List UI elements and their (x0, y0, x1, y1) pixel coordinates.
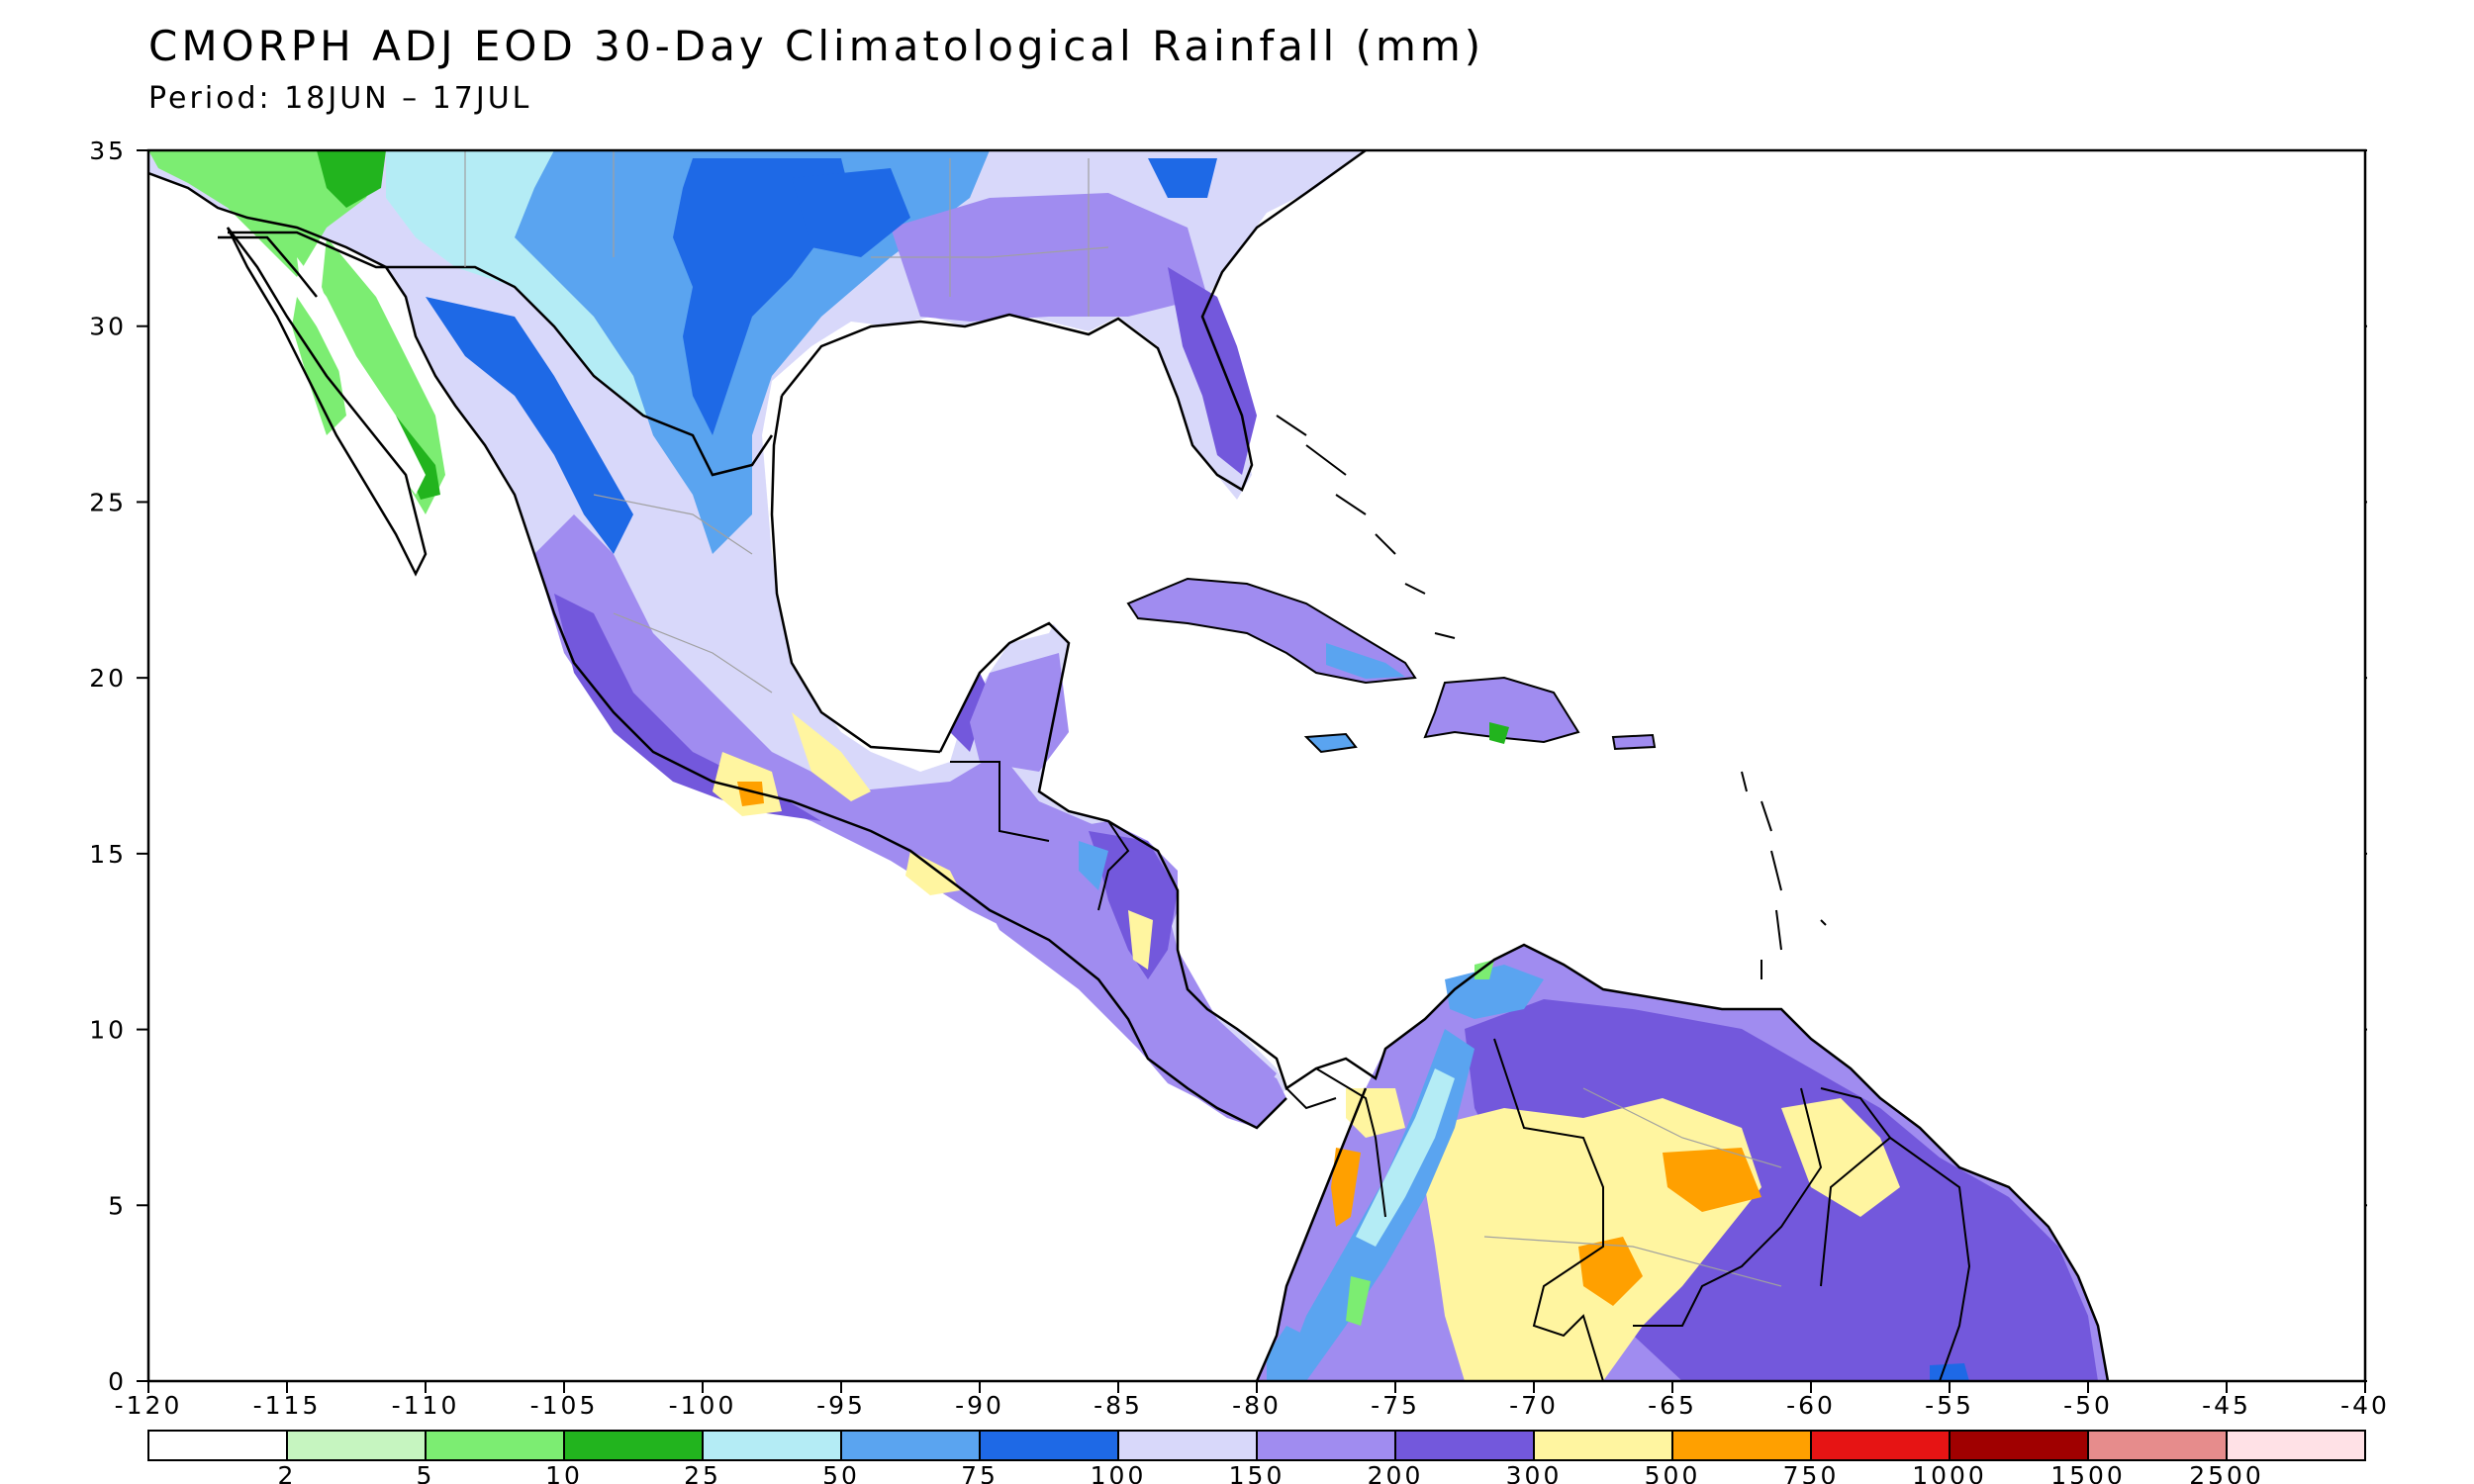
colorbar-label: 1500 (2050, 1461, 2126, 1484)
colorbar-label: 75 (961, 1461, 999, 1484)
lat-tick-label: 20 (89, 664, 127, 693)
puerto-rico (1611, 733, 1657, 751)
lon-tick-label: -95 (816, 1391, 866, 1420)
colorbar-swatch (2226, 1430, 2366, 1461)
colorbar-swatch (2087, 1430, 2228, 1461)
colorbar-swatch (1394, 1430, 1535, 1461)
lat-tick-label: 30 (89, 313, 127, 341)
lon-tick-label: -45 (2202, 1391, 2251, 1420)
colorbar-swatch (979, 1430, 1119, 1461)
colorbar-label: 1000 (1912, 1461, 1987, 1484)
gulf-of-mexico (772, 315, 1192, 752)
lat-tick-label: 10 (89, 1016, 127, 1045)
colorbar-label: 5 (417, 1461, 435, 1484)
colorbar-swatch (1117, 1430, 1258, 1461)
colorbar-label: 50 (822, 1461, 860, 1484)
lon-tick-label: -115 (253, 1391, 322, 1420)
lon-tick-label: -70 (1509, 1391, 1559, 1420)
lon-tick-label: -85 (1094, 1391, 1143, 1420)
lon-tick-label: -75 (1371, 1391, 1420, 1420)
lon-tick-label: -120 (115, 1391, 183, 1420)
colorbar-swatch (702, 1430, 842, 1461)
colorbar-label: 2500 (2189, 1461, 2264, 1484)
colorbar-swatch (1671, 1430, 1812, 1461)
lon-tick-label: -55 (1925, 1391, 1974, 1420)
colorbar-swatch (1533, 1430, 1673, 1461)
colorbar-swatch (286, 1430, 427, 1461)
lon-tick-label: -80 (1232, 1391, 1282, 1420)
map-title: CMORPH ADJ EOD 30-Day Climatological Rai… (148, 22, 1485, 70)
colorbar-label: 200 (1368, 1461, 1424, 1484)
colorbar-swatch (840, 1430, 981, 1461)
lon-axis: -120 -115 -110 -105 -100 -95 -90 -85 -80 -75 -70 -6… (115, 1381, 2390, 1420)
colorbar-swatch (425, 1430, 565, 1461)
coastlines (148, 150, 2110, 1381)
lesser-antilles (1276, 415, 1827, 979)
lat-tick-label: 25 (89, 488, 127, 516)
colorbar-label: 25 (684, 1461, 721, 1484)
colorbar-label: 100 (1091, 1461, 1147, 1484)
country-borders (950, 761, 1971, 1381)
colorbar-swatch (147, 1430, 288, 1461)
colorbar-label: 2 (278, 1461, 297, 1484)
colorbar-swatch (1810, 1430, 1951, 1461)
colorbar-swatch (563, 1430, 704, 1461)
lon-tick-label: -110 (392, 1391, 460, 1420)
colorbar-label: 150 (1229, 1461, 1285, 1484)
colorbar-label: 500 (1645, 1461, 1701, 1484)
jamaica (1303, 732, 1358, 754)
central-america (980, 821, 1286, 1128)
map-period: Period: 18JUN – 17JUL (148, 81, 532, 116)
colorbar: 2 5 10 25 50 75 100 150 200 300 500 750 1000 1500 2500 (147, 1430, 2366, 1484)
colorbar-label: 300 (1506, 1461, 1563, 1484)
lon-tick-label: -100 (669, 1391, 737, 1420)
state-borders (464, 150, 1782, 1287)
lat-tick-label: 35 (89, 137, 127, 165)
colorbar-swatch (1949, 1430, 2089, 1461)
lon-tick-label: -60 (1786, 1391, 1836, 1420)
colorbar-label: 750 (1783, 1461, 1840, 1484)
lat-axis: 0 5 10 15 20 25 30 35 (89, 137, 2367, 1396)
lat-tick-label: 15 (89, 840, 127, 869)
hispaniola (1423, 676, 1580, 744)
lon-tick-label: -40 (2340, 1391, 2390, 1420)
colorbar-swatch (1256, 1430, 1396, 1461)
colorbar-label: 10 (545, 1461, 583, 1484)
lon-tick-label: -50 (2063, 1391, 2113, 1420)
lat-tick-label: 5 (108, 1191, 127, 1220)
lon-tick-label: -105 (530, 1391, 599, 1420)
lon-tick-label: -65 (1648, 1391, 1697, 1420)
lat-tick-label: 0 (108, 1367, 127, 1396)
lon-tick-label: -90 (955, 1391, 1004, 1420)
